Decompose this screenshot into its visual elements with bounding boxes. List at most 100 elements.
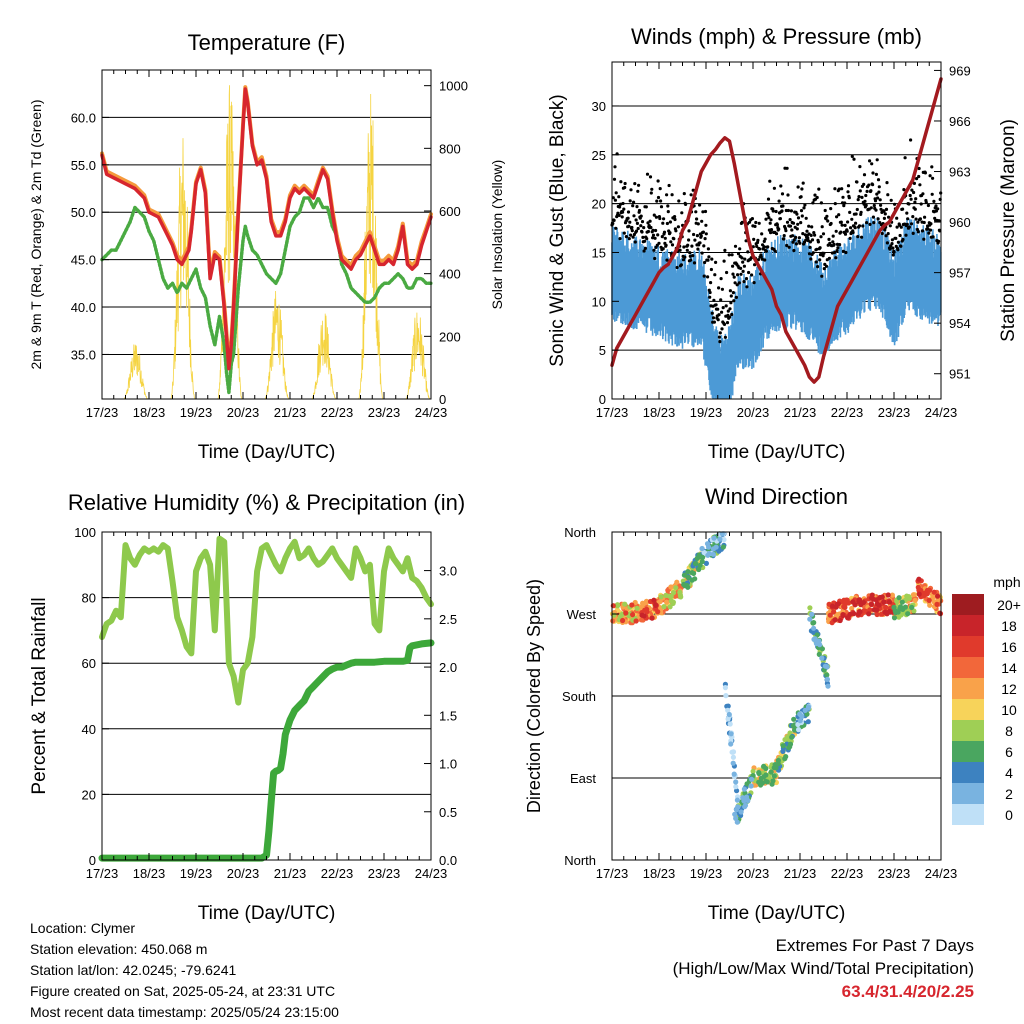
y-tick-label: 15 [592,245,606,260]
winds-x-label: Time (Day/UTC) [708,442,846,463]
legend-label: 4 [1005,765,1013,781]
direction-dots [681,531,915,825]
y2-tick-label: 2.0 [439,660,457,675]
x-tick-label: 19/23 [690,405,723,420]
station-info: Location: Clymer Station elevation: 450.… [30,918,339,1023]
temperature-y-label: 2m & 9m T (Red, Orange) & 2m Td (Green) [28,100,44,370]
direction-tick-label: North [564,853,596,868]
recent-timestamp: Most recent data timestamp: 2025/05/24 2… [30,1004,339,1020]
solar-spike [264,290,290,400]
winds-y-label: Sonic Wind & Gust (Blue, Black) [547,94,568,366]
rain-line [98,639,435,862]
y2-tick-label: 2.5 [439,612,457,627]
temperature-x-label: Time (Day/UTC) [198,442,336,463]
speed-color-legend: mph 20+ 18 16 14 12 10 8 6 4 2 0 [952,574,1021,825]
x-tick-label: 19/23 [690,866,723,881]
solar-spike [358,93,384,400]
x-tick-label: 20/23 [737,866,770,881]
station-elevation: Station elevation: 450.068 m [30,941,208,957]
y2-tick-label: 1000 [439,79,468,94]
legend-swatch [952,783,984,804]
humidity-title: Relative Humidity (%) & Precipitation (i… [68,490,465,515]
extremes-subtitle: (High/Low/Max Wind/Total Precipitation) [672,959,974,978]
direction-tick-label: West [567,607,597,622]
x-tick-label: 18/23 [133,405,166,420]
y-tick-label: 5 [599,343,606,358]
legend-swatch [952,636,984,657]
legend-swatch [952,657,984,678]
x-tick-label: 18/23 [643,405,676,420]
direction-tick-label: North [564,525,596,540]
x-tick-label: 20/23 [227,405,260,420]
y2-tick-label: 966 [949,114,971,129]
y2-tick-label: 200 [439,329,461,344]
y2-tick-label: 3.0 [439,564,457,579]
legend-swatch [952,678,984,699]
legend-swatch [952,804,984,825]
direction-gridlines [612,613,941,779]
dewpoint-line [100,196,433,395]
solar-spike [405,312,431,400]
y2-tick-label: 957 [949,266,971,281]
x-tick-label: 19/23 [180,866,213,881]
x-tick-label: 21/23 [274,866,307,881]
x-tick-label: 24/23 [925,405,958,420]
y-tick-label: 60 [82,656,96,671]
wind-series [610,138,943,399]
y-tick-label: 10 [592,294,606,309]
y-tick-label: 30 [592,99,606,114]
x-tick-label: 20/23 [737,405,770,420]
temperature-title: Temperature (F) [188,30,346,55]
x-tick-label: 17/23 [596,405,629,420]
y-tick-label: 40 [82,722,96,737]
legend-label: 12 [1001,681,1017,697]
humidity-x-label: Time (Day/UTC) [198,903,336,924]
wind-direction-panel: 17/23 18/23 19/23 20/23 21/23 22/23 23/23 24/23… [524,484,1021,924]
y-tick-label: 0 [599,392,606,407]
x-tick-label: 24/23 [925,866,958,881]
temp-9m-line [100,85,433,366]
station-latlon: Station lat/lon: 42.0245; -79.6241 [30,962,237,978]
direction-y-label: Direction (Colored By Speed) [524,579,544,813]
x-tick-label: 23/23 [368,405,401,420]
x-tick-label: 23/23 [368,866,401,881]
legend-label: 14 [1001,660,1017,676]
y-tick-label: 55.0 [71,158,96,173]
direction-tick-label: South [562,689,596,704]
x-tick-label: 22/23 [831,866,864,881]
rh-line [99,535,434,706]
x-tick-label: 24/23 [415,405,448,420]
x-tick-label: 17/23 [86,405,119,420]
x-tick-label: 22/23 [321,405,354,420]
y-tick-label: 20 [592,197,606,212]
legend-title: mph [993,574,1020,590]
y2-tick-label: 0.5 [439,805,457,820]
x-tick-label: 23/23 [878,866,911,881]
temperature-panel: 17/23 18/23 19/23 20/23 21/23 22/23 23/23 24/23… [28,30,505,463]
extremes-title: Extremes For Past 7 Days [775,936,974,955]
y2-tick-label: 1.0 [439,757,457,772]
gust-points [610,138,943,344]
direction-tick-label: East [570,771,596,786]
solar-y2-label: Solar Insolation (Yellow) [489,160,505,310]
y-tick-label: 100 [74,525,96,540]
direction-ticks: 17/23 18/23 19/23 20/23 21/23 22/23 23/23 24/23… [562,525,957,881]
y-tick-label: 35.0 [71,347,96,362]
station-location: Location: Clymer [30,920,136,936]
legend-label: 6 [1005,744,1013,760]
legend-swatch [952,720,984,741]
y-tick-label: 25 [592,148,606,163]
gust-dots [610,138,943,344]
direction-title: Wind Direction [705,484,848,509]
x-tick-label: 24/23 [415,866,448,881]
y2-tick-label: 969 [949,63,971,78]
pressure-y2-label: Station Pressure (Maroon) [998,119,1019,342]
x-tick-label: 19/23 [180,405,213,420]
y-tick-label: 20 [82,787,96,802]
y-tick-label: 45.0 [71,253,96,268]
solar-spike [311,313,337,400]
y-tick-label: 60.0 [71,110,96,125]
y2-tick-label: 1.5 [439,708,457,723]
direction-points [609,531,944,825]
x-tick-label: 21/23 [784,866,817,881]
